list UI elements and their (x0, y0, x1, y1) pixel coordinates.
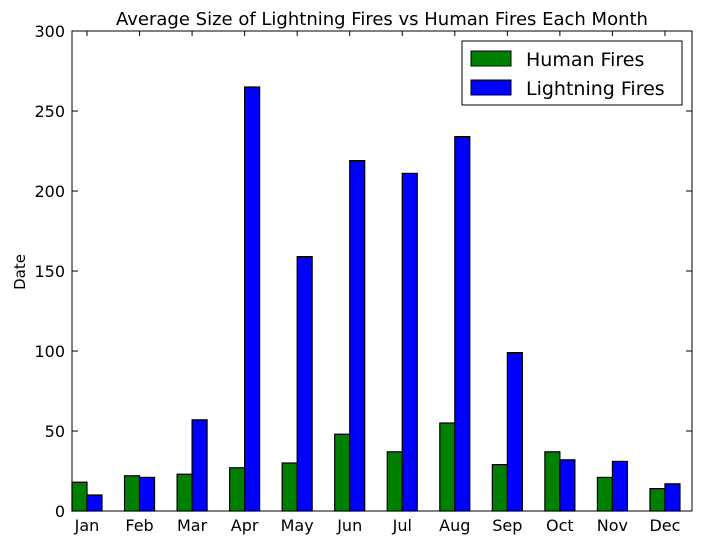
x-tick-label: Jul (392, 516, 412, 535)
x-tick-label: Oct (546, 516, 574, 535)
bar-lightning-fires-dec (664, 483, 681, 512)
bar-lightning-fires-jul (401, 172, 418, 512)
x-tick-label: Dec (649, 516, 680, 535)
bar-human-fires-oct (544, 451, 561, 512)
chart-title: Average Size of Lightning Fires vs Human… (116, 9, 648, 30)
bar-human-fires-sep (491, 464, 508, 512)
legend-swatch-lightning-fires (470, 79, 512, 96)
bar-human-fires-feb (123, 475, 141, 512)
bar-human-fires-jan (71, 481, 88, 512)
bar-human-fires-mar (176, 473, 193, 512)
bar-lightning-fires-jan (86, 494, 103, 512)
bar-lightning-fires-aug (454, 136, 471, 512)
bar-human-fires-apr (229, 467, 246, 512)
bar-human-fires-jul (386, 451, 403, 512)
ticks-group: Jan Feb Mar Apr May Jun Jul Aug Sep Oct Nov Dec 0 50 1… (34, 22, 692, 535)
y-tick-label: 300 (34, 22, 65, 41)
bar-lightning-fires-may (296, 256, 313, 512)
bar-lightning-fires-sep (506, 352, 523, 512)
legend: Human Fires Lightning Fires (461, 40, 683, 106)
bars-group (71, 86, 681, 512)
bar-lightning-fires-apr (244, 86, 261, 512)
x-tick-label: Aug (439, 516, 470, 535)
bar-human-fires-jun (334, 433, 351, 512)
y-axis-label: Date (11, 254, 29, 290)
legend-label-lightning-fires: Lightning Fires (526, 78, 665, 100)
legend-swatch-human-fires (470, 50, 512, 67)
x-tick-label: Jan (74, 516, 100, 535)
x-tick-label: Nov (597, 516, 628, 535)
bar-human-fires-aug (439, 422, 456, 512)
bar-lightning-fires-mar (191, 419, 208, 512)
x-tick-label: Apr (231, 516, 259, 535)
bar-lightning-fires-nov (611, 460, 629, 512)
x-tick-label: Jun (336, 516, 362, 535)
legend-label-human-fires: Human Fires (526, 49, 644, 71)
y-tick-label: 200 (34, 182, 65, 201)
y-tick-label: 250 (34, 102, 65, 121)
plot-frame (71, 30, 693, 512)
y-tick-label: 150 (34, 262, 65, 281)
x-tick-label: Sep (492, 516, 522, 535)
y-tick-label: 50 (45, 422, 65, 441)
x-tick-label: May (281, 516, 314, 535)
y-tick-label: 0 (55, 502, 65, 521)
bar-human-fires-may (281, 462, 298, 512)
x-tick-label: Feb (125, 516, 153, 535)
bar-human-fires-nov (596, 476, 614, 512)
x-tick-label: Mar (177, 516, 208, 535)
bar-human-fires-dec (649, 488, 666, 512)
bar-lightning-fires-jun (349, 160, 366, 512)
y-tick-label: 100 (34, 342, 65, 361)
bar-lightning-fires-feb (138, 476, 156, 512)
bar-lightning-fires-oct (559, 459, 576, 512)
